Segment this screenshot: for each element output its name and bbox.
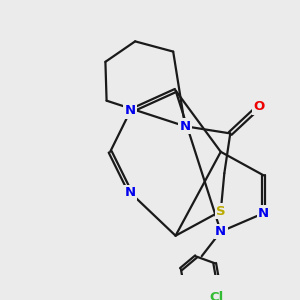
Text: O: O — [253, 100, 264, 113]
Text: N: N — [215, 225, 226, 238]
Text: N: N — [258, 207, 269, 220]
Text: S: S — [216, 205, 226, 218]
Text: N: N — [179, 120, 191, 133]
Text: N: N — [125, 186, 136, 199]
Text: N: N — [125, 104, 136, 117]
Text: Cl: Cl — [210, 290, 224, 300]
